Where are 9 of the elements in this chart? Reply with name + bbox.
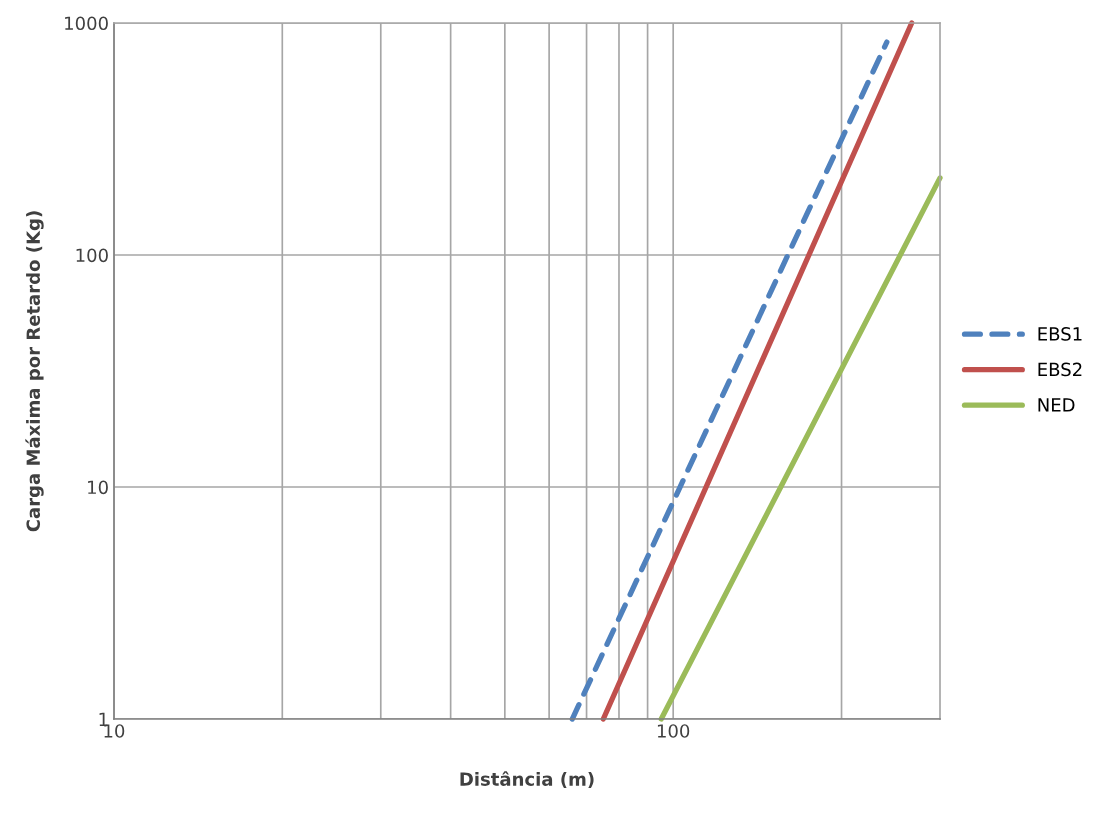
legend-label: EBS2: [1038, 362, 1082, 377]
y-tick-label: 100: [76, 248, 108, 263]
y-tick-label: 1: [99, 712, 108, 726]
y-tick-label: 1000: [65, 16, 108, 31]
legend-label: EBS1: [1038, 327, 1082, 341]
x-axis-title: Distância (m): [460, 771, 594, 789]
y-tick-label: 10: [88, 480, 108, 495]
y-axis-title: Carga Máxima por Retardo (Kg): [25, 211, 44, 532]
legend-label: NED: [1038, 398, 1075, 412]
